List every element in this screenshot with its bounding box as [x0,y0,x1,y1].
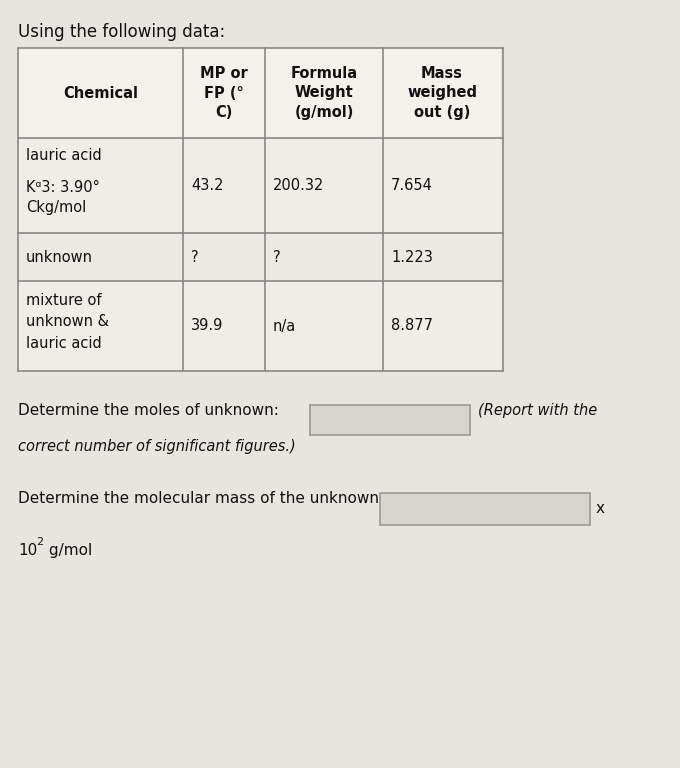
Bar [183,48,265,138]
Text: ?: ? [273,250,281,264]
Text: (Report with the: (Report with the [478,403,597,418]
Bar [18,281,183,371]
Text: Formula
Weight
(g/mol): Formula Weight (g/mol) [290,66,358,121]
Text: 2: 2 [36,537,43,547]
Bar [183,281,265,371]
Bar [18,138,183,233]
Bar [265,48,383,138]
Text: Mass
weighed
out (g): Mass weighed out (g) [407,66,477,121]
Text: lauric acid: lauric acid [26,336,102,351]
Text: 7.654: 7.654 [391,178,433,193]
Bar [383,138,501,233]
Text: 39.9: 39.9 [191,319,223,333]
Bar [183,138,265,233]
Text: Determine the moles of unknown:: Determine the moles of unknown: [18,403,279,418]
Bar [380,493,590,525]
Text: ?: ? [191,250,199,264]
Text: unknown: unknown [26,250,93,264]
Bar [265,138,383,233]
Bar [265,233,383,281]
Text: 1.223: 1.223 [391,250,433,264]
Text: lauric acid: lauric acid [26,148,102,163]
Text: MP or
FP (°
C): MP or FP (° C) [200,66,248,121]
Bar [18,48,183,138]
Text: unknown &: unknown & [26,314,109,329]
Text: g/mol: g/mol [44,543,92,558]
Text: Determine the molecular mass of the unknown:: Determine the molecular mass of the unkn… [18,491,384,506]
Bar [18,233,183,281]
Text: correct number of significant figures.): correct number of significant figures.) [18,439,296,454]
Text: Ckg/mol: Ckg/mol [26,200,86,215]
Bar [265,281,383,371]
Bar [310,405,470,435]
Bar [383,233,501,281]
Text: 43.2: 43.2 [191,178,224,193]
Text: 8.877: 8.877 [391,319,433,333]
Text: 10: 10 [18,543,37,558]
Text: x: x [596,501,605,516]
Text: mixture of: mixture of [26,293,101,308]
Bar [383,281,501,371]
Text: n/a: n/a [273,319,296,333]
Text: Using the following data:: Using the following data: [18,23,225,41]
Text: 200.32: 200.32 [273,178,324,193]
Text: Kᵅ3: 3.90°: Kᵅ3: 3.90° [26,180,100,195]
Bar [183,233,265,281]
Bar [383,48,501,138]
Text: Chemical: Chemical [63,85,138,101]
